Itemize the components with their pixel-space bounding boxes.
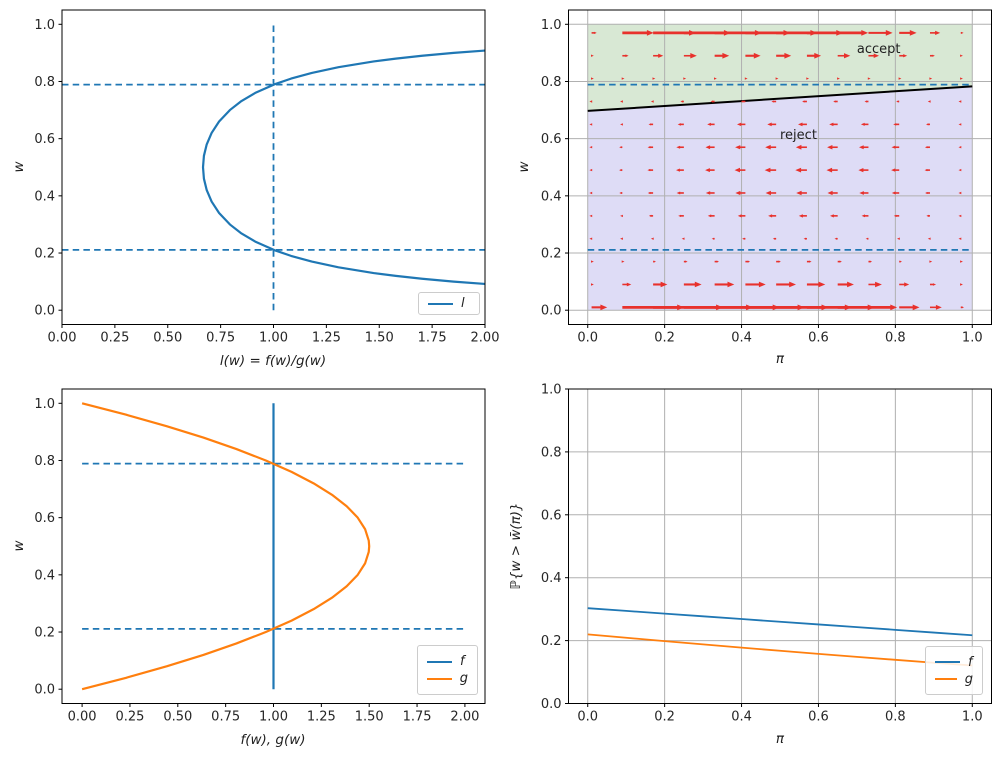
svg-text:1.0: 1.0 (962, 331, 983, 346)
svg-text:0.2: 0.2 (34, 247, 55, 262)
svg-text:1.0: 1.0 (541, 18, 562, 33)
svg-text:2.00: 2.00 (471, 331, 500, 346)
x-axis-label-densities: f(w), g(w) (240, 732, 306, 748)
svg-text:0.6: 0.6 (541, 132, 562, 147)
legend-line-sample-l (428, 302, 453, 305)
legend-line-sample-g (935, 678, 957, 680)
svg-text:1.00: 1.00 (259, 331, 288, 346)
x-axis-label-tailprob: π (775, 731, 785, 747)
legend-line-sample-g (427, 677, 452, 680)
y-axis-label-flow: w (516, 161, 532, 173)
legend-tailprob: f g (925, 646, 983, 695)
legend-line-sample-f (427, 660, 452, 663)
svg-text:0.6: 0.6 (808, 710, 829, 725)
svg-text:1.00: 1.00 (259, 710, 288, 725)
svg-text:0.8: 0.8 (541, 445, 562, 460)
svg-text:0.75: 0.75 (211, 710, 240, 725)
legend-label-f: f (968, 654, 973, 670)
svg-text:0.6: 0.6 (34, 132, 55, 147)
svg-text:0.50: 0.50 (163, 710, 192, 725)
legend-likelihood: l (418, 292, 480, 315)
legend-label-l: l (461, 296, 465, 311)
legend-entry-f: f (935, 656, 973, 669)
svg-text:1.0: 1.0 (541, 383, 562, 398)
svg-text:0.6: 0.6 (808, 331, 829, 346)
svg-text:0.75: 0.75 (206, 331, 235, 346)
x-axis-label-flow: π (775, 351, 785, 367)
svg-text:0.4: 0.4 (731, 331, 752, 346)
svg-text:0.2: 0.2 (541, 247, 562, 262)
legend-line-sample-f (935, 661, 960, 663)
svg-text:0.6: 0.6 (34, 511, 55, 526)
y-axis-label-tailprob: ℙ{w > w̄(π)} (508, 502, 524, 590)
legend-label-f: f (460, 654, 465, 669)
svg-text:0.4: 0.4 (731, 710, 752, 725)
svg-text:0.25: 0.25 (115, 710, 144, 725)
svg-text:0.0: 0.0 (34, 304, 55, 319)
svg-text:1.0: 1.0 (962, 710, 983, 725)
svg-text:1.0: 1.0 (34, 397, 55, 412)
legend-entry-f: f (427, 655, 468, 668)
svg-text:1.75: 1.75 (403, 710, 432, 725)
svg-text:0.2: 0.2 (541, 634, 562, 649)
reject-region-label: reject (780, 127, 817, 143)
svg-text:0.00: 0.00 (48, 331, 77, 346)
svg-text:0.25: 0.25 (100, 331, 129, 346)
legend-entry-g: g (935, 673, 973, 686)
legend-label-g: g (964, 671, 973, 687)
svg-text:0.8: 0.8 (885, 331, 906, 346)
svg-text:1.0: 1.0 (34, 18, 55, 33)
svg-text:0.4: 0.4 (34, 189, 55, 204)
svg-text:0.8: 0.8 (34, 75, 55, 90)
svg-text:1.25: 1.25 (307, 710, 336, 725)
svg-text:0.8: 0.8 (541, 75, 562, 90)
densities-plot: 0.00 0.25 0.50 0.75 1.00 1.25 1.50 1.75 2.00 0.0 0… (34, 388, 486, 725)
svg-text:1.75: 1.75 (418, 331, 447, 346)
tailprob-plot: 0.0 0.2 0.4 0.6 0.8 1.0 0.0 0.2 0.4 0.6 0.8 1.0 (541, 383, 992, 725)
svg-text:0.6: 0.6 (541, 508, 562, 523)
svg-text:0.4: 0.4 (34, 568, 55, 583)
svg-text:0.8: 0.8 (885, 710, 906, 725)
svg-text:2.00: 2.00 (450, 710, 479, 725)
svg-text:0.0: 0.0 (577, 331, 598, 346)
legend-entry-g: g (427, 672, 468, 685)
legend-densities: f g (417, 645, 478, 695)
svg-text:0.0: 0.0 (541, 304, 562, 319)
svg-text:1.25: 1.25 (312, 331, 341, 346)
svg-text:0.50: 0.50 (153, 331, 182, 346)
svg-text:0.4: 0.4 (541, 571, 562, 586)
legend-entry-l: l (428, 297, 470, 310)
svg-text:0.2: 0.2 (34, 626, 55, 641)
svg-text:0.2: 0.2 (654, 331, 675, 346)
accept-region-label: accept (856, 41, 901, 57)
flow-plot: 0.0 0.2 0.4 0.6 0.8 1.0 0.0 0.2 0.4 0.6 0.8 1.0 (541, 9, 992, 346)
x-axis-label-likelihood: l(w) = f(w)/g(w) (219, 353, 327, 369)
svg-text:0.00: 0.00 (68, 710, 97, 725)
likelihood-plot: 0.00 0.25 0.50 0.75 1.00 1.25 1.50 1.75 2.00 0.0 0… (34, 9, 500, 346)
svg-text:0.8: 0.8 (34, 454, 55, 469)
svg-text:1.50: 1.50 (365, 331, 394, 346)
svg-text:0.0: 0.0 (34, 683, 55, 698)
svg-text:0.0: 0.0 (577, 710, 598, 725)
svg-text:1.50: 1.50 (355, 710, 384, 725)
svg-text:0.0: 0.0 (541, 697, 562, 712)
svg-text:0.4: 0.4 (541, 189, 562, 204)
svg-text:0.2: 0.2 (654, 710, 675, 725)
y-axis-label-likelihood: w (11, 161, 27, 173)
y-axis-label-densities: w (11, 540, 27, 552)
legend-label-g: g (459, 671, 468, 686)
